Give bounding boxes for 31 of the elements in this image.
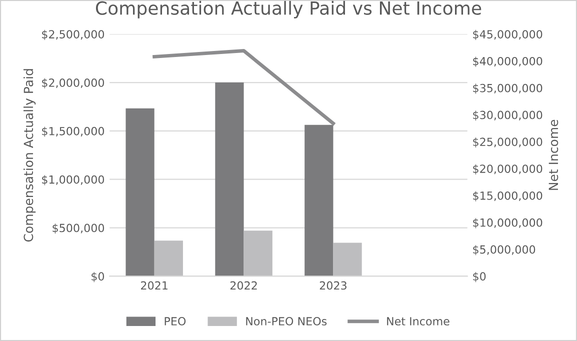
y-tick-label: $2,500,000 <box>42 30 104 40</box>
x-tick-label: 2023 <box>320 281 346 290</box>
bar <box>304 124 334 276</box>
y2-tick-label: $10,000,000 <box>473 218 542 228</box>
bar <box>154 240 183 276</box>
y2-tick-label: $0 <box>473 272 486 282</box>
y-tick-label: $2,000,000 <box>42 78 104 88</box>
y2-axis-title: Net Income <box>548 120 558 190</box>
bar <box>215 82 244 276</box>
y2-tick-label: $5,000,000 <box>473 245 536 256</box>
y2-tick-label: $45,000,000 <box>473 30 542 40</box>
legend-label: Net Income <box>387 317 450 326</box>
bar <box>333 242 362 276</box>
y-tick-label: $500,000 <box>52 224 104 234</box>
x-tick-label: 2022 <box>230 281 257 290</box>
y2-tick-label: $15,000,000 <box>473 191 542 202</box>
legend-label: PEO <box>164 317 186 326</box>
bar <box>126 108 154 276</box>
y2-tick-label: $25,000,000 <box>473 137 542 148</box>
y-tick-label: $1,000,000 <box>42 175 104 186</box>
y-axis-title: Compensation Actually Paid <box>24 69 36 242</box>
chart-title: Compensation Actually Paid vs Net Income <box>96 0 482 18</box>
y2-tick-label: $35,000,000 <box>473 84 542 94</box>
x-tick-label: 2021 <box>141 281 168 290</box>
legend-label: Non-PEO NEOs <box>246 317 327 326</box>
y-tick-label: $0 <box>92 272 104 282</box>
y2-tick-label: $20,000,000 <box>473 164 542 174</box>
y2-tick-label: $40,000,000 <box>473 56 542 67</box>
bar <box>244 230 272 276</box>
y-tick-label: $1,500,000 <box>42 126 104 137</box>
y2-tick-label: $30,000,000 <box>473 110 542 121</box>
